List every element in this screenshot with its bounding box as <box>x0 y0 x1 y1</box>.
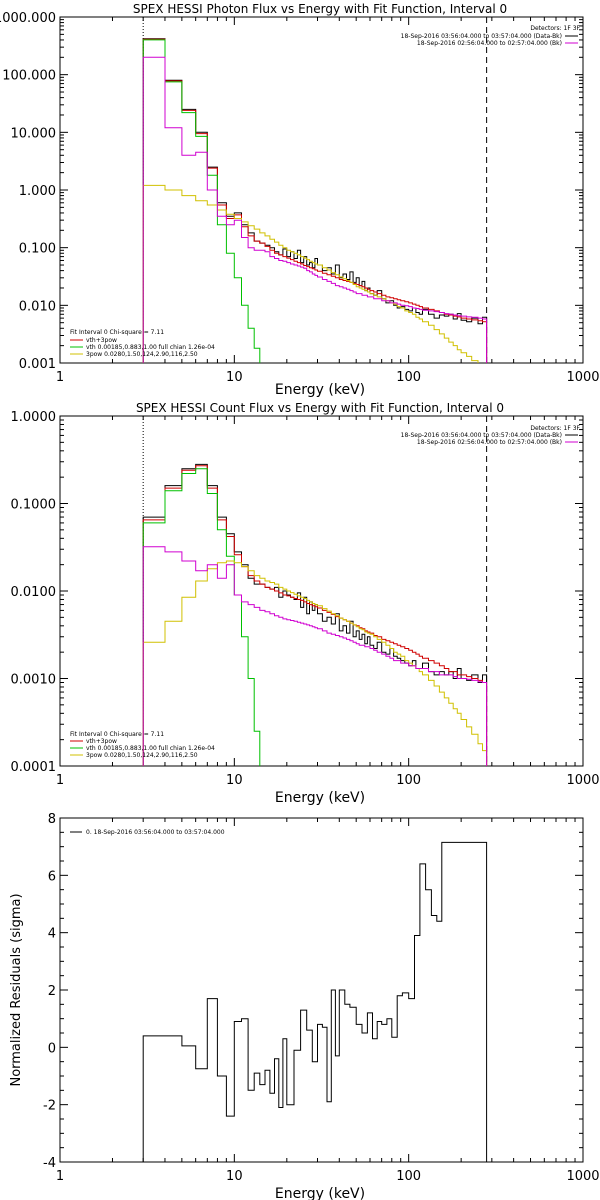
residuals-series-line-0 <box>142 841 488 1162</box>
photon-flux-y-tick-label: 1000.000 <box>0 11 56 26</box>
photon-flux-x-tick-label: 10 <box>226 370 243 385</box>
count-flux-series-line-1 <box>142 465 488 766</box>
count-flux-y-tick-label: 0.1000 <box>11 498 57 513</box>
photon-flux-legend-bottom-entry-0: vth+3pow <box>86 337 117 344</box>
residuals-y-tick-label: -2 <box>43 1099 56 1114</box>
count-flux-legend-top-entry-1: 18-Sep-2016 02:56:04.000 to 02:57:04.000… <box>417 439 562 446</box>
residuals-series-area <box>142 841 488 1162</box>
residuals-legend-entry-0: 0. 18-Sep-2016 03:56:04.000 to 03:57:04.… <box>86 829 225 836</box>
photon-flux-x-tick-label: 100 <box>396 370 421 385</box>
photon-flux-legend-bottom-entry-1: vth 0.00185,0.883,1.00 full chian 1.26e-… <box>86 344 215 351</box>
count-flux-legend-top-header: Detectors: 1F 3F <box>530 425 580 432</box>
photon-flux-y-tick-label: 0.010 <box>19 299 56 314</box>
residuals-y-tick-label: 6 <box>48 869 56 884</box>
count-flux-y-tick-label: 0.0100 <box>11 585 57 600</box>
residuals-x-tick-label: 100 <box>396 1169 421 1184</box>
photon-flux-series-area <box>142 17 488 363</box>
count-flux-y-tick-label: 1.0000 <box>11 410 57 425</box>
photon-flux-legend-top-entry-0: 18-Sep-2016 03:56:04.000 to 03:57:04.000… <box>401 33 562 40</box>
count-flux-xlabel: Energy (keV) <box>275 790 365 806</box>
count-flux-x-tick-label: 100 <box>396 773 421 788</box>
count-flux-x-tick-label: 1 <box>56 773 64 788</box>
count-flux-x-tick-label: 10 <box>226 773 243 788</box>
residuals-plot: 1 10 100 1000 -4 -2 0 2 4 6 8 <box>43 812 600 1184</box>
residuals-ylabel: Normalized Residuals (sigma) <box>9 893 24 1086</box>
count-flux-y-tick-label: 0.0001 <box>11 760 57 775</box>
count-flux-series-line-3 <box>142 560 488 766</box>
photon-flux-y-tick-label: 10.000 <box>11 126 57 141</box>
count-flux-legend-bottom-entry-0: vth+3pow <box>86 738 117 745</box>
count-flux-x-tick-label: 1000 <box>566 773 599 788</box>
photon-flux-legend-top-header: Detectors: 1F 3F <box>530 25 580 32</box>
photon-flux-plot: 1 10 100 1000 0.001 0.010 0.100 1.000 10.000 100.… <box>0 11 600 385</box>
count-flux-plot: 1 10 100 1000 0.0001 0.0010 0.0100 0.1000 1.0000 <box>11 410 600 788</box>
residuals-x-tick-label: 1 <box>56 1169 64 1184</box>
photon-flux-series-line-4 <box>142 56 488 363</box>
residuals-xlabel: Energy (keV) <box>275 1186 365 1200</box>
photon-flux-xlabel: Energy (keV) <box>275 382 365 398</box>
residuals-y-tick-label: 0 <box>48 1041 56 1056</box>
residuals-y-tick-label: 8 <box>48 812 56 827</box>
residuals-x-tick-label: 10 <box>226 1169 243 1184</box>
photon-flux-legend-top-entry-1: 18-Sep-2016 02:56:04.000 to 02:57:04.000… <box>417 40 562 47</box>
count-flux-legend-bottom-entry-2: 3pow 0.0280,1.50,124,2.90,116,2.50 <box>86 752 198 759</box>
photon-flux-y-tick-label: 0.001 <box>19 357 56 372</box>
count-flux-legend-bottom-header: Fit Interval 0 Chi-square = 7.11 <box>70 731 164 738</box>
count-flux-y-tick-label: 0.0010 <box>11 673 57 688</box>
count-flux-panel: SPEX HESSI Count Flux vs Energy with Fit… <box>11 401 600 806</box>
photon-flux-y-tick-label: 100.000 <box>2 69 56 84</box>
count-flux-legend-bottom-entry-1: vth 0.00185,0.883,1.00 full chian 1.26e-… <box>86 745 215 752</box>
count-flux-series-area <box>142 416 488 766</box>
photon-flux-y-tick-label: 0.100 <box>19 242 56 257</box>
residuals-y-tick-label: 4 <box>48 927 56 942</box>
residuals-x-tick-label: 1000 <box>566 1169 599 1184</box>
photon-flux-legend-bottom-entry-2: 3pow 0.0280,1.50,124,2.90,116,2.50 <box>86 351 198 358</box>
photon-flux-x-tick-label: 1 <box>56 370 64 385</box>
photon-flux-legend-bottom-header: Fit Interval 0 Chi-square = 7.11 <box>70 329 164 336</box>
count-flux-series-line-2 <box>142 468 261 766</box>
count-flux-series-line-4 <box>142 546 488 766</box>
residuals-panel: 1 10 100 1000 -4 -2 0 2 4 6 8 Energy (keV) Normali… <box>9 812 600 1200</box>
photon-flux-y-tick-label: 1.000 <box>19 184 56 199</box>
residuals-y-tick-label: 2 <box>48 984 56 999</box>
photon-flux-title: SPEX HESSI Photon Flux vs Energy with Fi… <box>133 2 507 16</box>
residuals-y-tick-label: -4 <box>43 1156 56 1171</box>
count-flux-title: SPEX HESSI Count Flux vs Energy with Fit… <box>136 401 504 415</box>
count-flux-legend-top-entry-0: 18-Sep-2016 03:56:04.000 to 03:57:04.000… <box>401 432 562 439</box>
photon-flux-x-tick-label: 1000 <box>566 370 599 385</box>
photon-flux-panel: SPEX HESSI Photon Flux vs Energy with Fi… <box>0 2 600 398</box>
